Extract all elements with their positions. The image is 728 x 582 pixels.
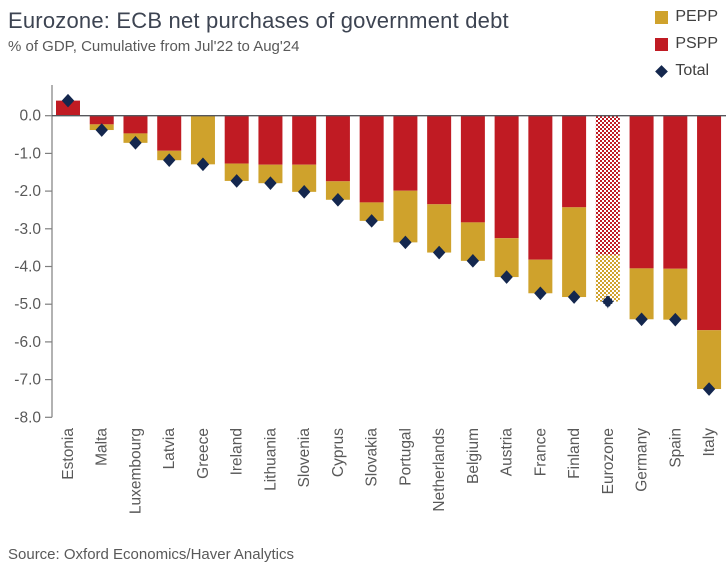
bar-pspp-Estonia <box>56 100 80 116</box>
y-tick-label: -1.0 <box>14 145 41 162</box>
category-label-Lithuania: Lithuania <box>262 428 279 491</box>
legend-label-pspp: PSPP <box>675 35 718 52</box>
category-label-Latvia: Latvia <box>161 428 178 470</box>
source-note: Source: Oxford Economics/Haver Analytics <box>8 546 294 563</box>
total-marker-Germany <box>635 312 648 327</box>
category-label-Italy: Italy <box>701 428 718 457</box>
legend-item-pspp: PSPP <box>655 35 718 53</box>
bar-pepp-Netherlands <box>427 204 452 253</box>
chart-title: Eurozone: ECB net purchases of governmen… <box>8 8 509 33</box>
category-label-Cyprus: Cyprus <box>330 428 347 477</box>
bar-pepp-Spain <box>663 268 688 320</box>
bar-pspp-Luxembourg <box>123 115 148 134</box>
bar-pepp-Greece <box>190 115 215 165</box>
category-label-France: France <box>532 428 549 476</box>
bar-pspp-Italy <box>697 115 722 331</box>
bar-pepp-Italy <box>697 330 722 390</box>
category-label-Luxembourg: Luxembourg <box>127 428 144 514</box>
category-label-Finland: Finland <box>566 428 583 479</box>
bar-pspp-Lithuania <box>258 115 283 165</box>
category-label-Malta: Malta <box>94 428 111 466</box>
bar-pspp-France <box>528 115 553 260</box>
total-marker-Austria <box>500 270 513 284</box>
total-markers-group <box>61 93 716 396</box>
pepp-swatch-icon <box>655 10 669 24</box>
bars-group <box>56 100 722 390</box>
total-marker-Lithuania <box>264 176 277 190</box>
pspp-swatch-icon <box>655 37 669 51</box>
bar-pspp-Latvia <box>157 115 182 151</box>
category-label-Netherlands: Netherlands <box>431 428 448 512</box>
bar-pspp-Eurozone <box>595 115 620 255</box>
bar-pspp-Spain <box>663 115 688 269</box>
category-label-Ireland: Ireland <box>229 428 246 475</box>
bar-pspp-Ireland <box>224 115 249 164</box>
y-tick-label: -4.0 <box>14 259 41 276</box>
bar-pspp-Slovakia <box>359 115 384 203</box>
bar-pepp-Cyprus <box>325 181 350 200</box>
legend-item-pepp: PEPP <box>655 8 718 26</box>
y-tick-label: -5.0 <box>14 296 41 313</box>
total-marker-Latvia <box>163 153 176 167</box>
legend-label-pepp: PEPP <box>675 8 718 25</box>
total-marker-Netherlands <box>432 245 446 260</box>
category-label-Slovakia: Slovakia <box>364 428 381 487</box>
bar-pspp-Finland <box>562 115 587 208</box>
category-labels-group: Estonia Malta Luxembourg Latvia Greece Irelan… <box>60 428 718 515</box>
y-tick-label: -7.0 <box>14 372 41 389</box>
total-marker-Malta <box>95 123 108 137</box>
bar-pepp-Portugal <box>393 190 418 243</box>
bar-pspp-Slovenia <box>292 115 317 165</box>
legend-item-total: Total <box>655 62 718 80</box>
y-tick-label: -2.0 <box>14 183 41 200</box>
bar-pepp-Ireland <box>224 163 249 181</box>
total-marker-Portugal <box>399 235 412 250</box>
total-marker-Eurozone <box>600 294 615 310</box>
y-tick-label: -8.0 <box>14 409 41 426</box>
bar-pepp-Finland <box>562 207 587 298</box>
axis-group: 0.0 -1.0 -2.0 -3.0 -4.0 -5.0 -6.0 -7.0 -8.0 <box>14 85 726 426</box>
total-marker-Finland <box>567 290 581 304</box>
bar-chart-canvas: 0.0 -1.0 -2.0 -3.0 -4.0 -5.0 -6.0 -7.0 -8.0 Esto… <box>14 85 726 515</box>
total-marker-France <box>534 286 547 301</box>
total-marker-Estonia <box>61 93 75 108</box>
bar-pspp-Malta <box>89 115 114 125</box>
total-marker-Italy <box>702 382 716 396</box>
category-label-Germany: Germany <box>634 428 651 492</box>
bar-pspp-Austria <box>494 115 519 239</box>
total-marker-Luxembourg <box>129 136 142 150</box>
category-label-Eurozone: Eurozone <box>600 428 617 494</box>
bar-pepp-Eurozone <box>595 254 620 302</box>
category-label-Greece: Greece <box>195 428 212 479</box>
category-label-Slovenia: Slovenia <box>296 428 313 488</box>
category-label-Spain: Spain <box>667 428 684 468</box>
total-marker-Slovenia <box>297 185 311 199</box>
legend: PEPP PSPP Total <box>655 8 718 80</box>
legend-label-total: Total <box>675 62 710 79</box>
bar-pspp-Belgium <box>460 115 485 223</box>
category-label-Portugal: Portugal <box>397 428 414 486</box>
total-marker-Greece <box>196 157 210 172</box>
total-marker-Slovakia <box>365 214 378 228</box>
category-label-Estonia: Estonia <box>60 428 77 480</box>
bar-pepp-Germany <box>629 268 654 320</box>
total-marker-Spain <box>669 312 682 327</box>
total-marker-Ireland <box>230 174 243 188</box>
bar-pspp-Germany <box>629 115 654 269</box>
bar-pepp-Slovakia <box>359 202 384 221</box>
total-marker-Belgium <box>466 254 480 268</box>
total-marker-Cyprus <box>331 192 345 207</box>
bar-pepp-Lithuania <box>258 164 283 184</box>
bar-pspp-Cyprus <box>325 115 350 182</box>
category-label-Austria: Austria <box>499 428 516 477</box>
bar-pspp-Netherlands <box>427 115 452 205</box>
category-label-Belgium: Belgium <box>465 428 482 484</box>
y-tick-label: -6.0 <box>14 334 41 351</box>
y-tick-label: 0.0 <box>19 108 41 125</box>
chart-subtitle: % of GDP, Cumulative from Jul'22 to Aug'… <box>8 38 300 55</box>
bar-pspp-Portugal <box>393 115 418 191</box>
y-tick-label: -3.0 <box>14 221 41 238</box>
